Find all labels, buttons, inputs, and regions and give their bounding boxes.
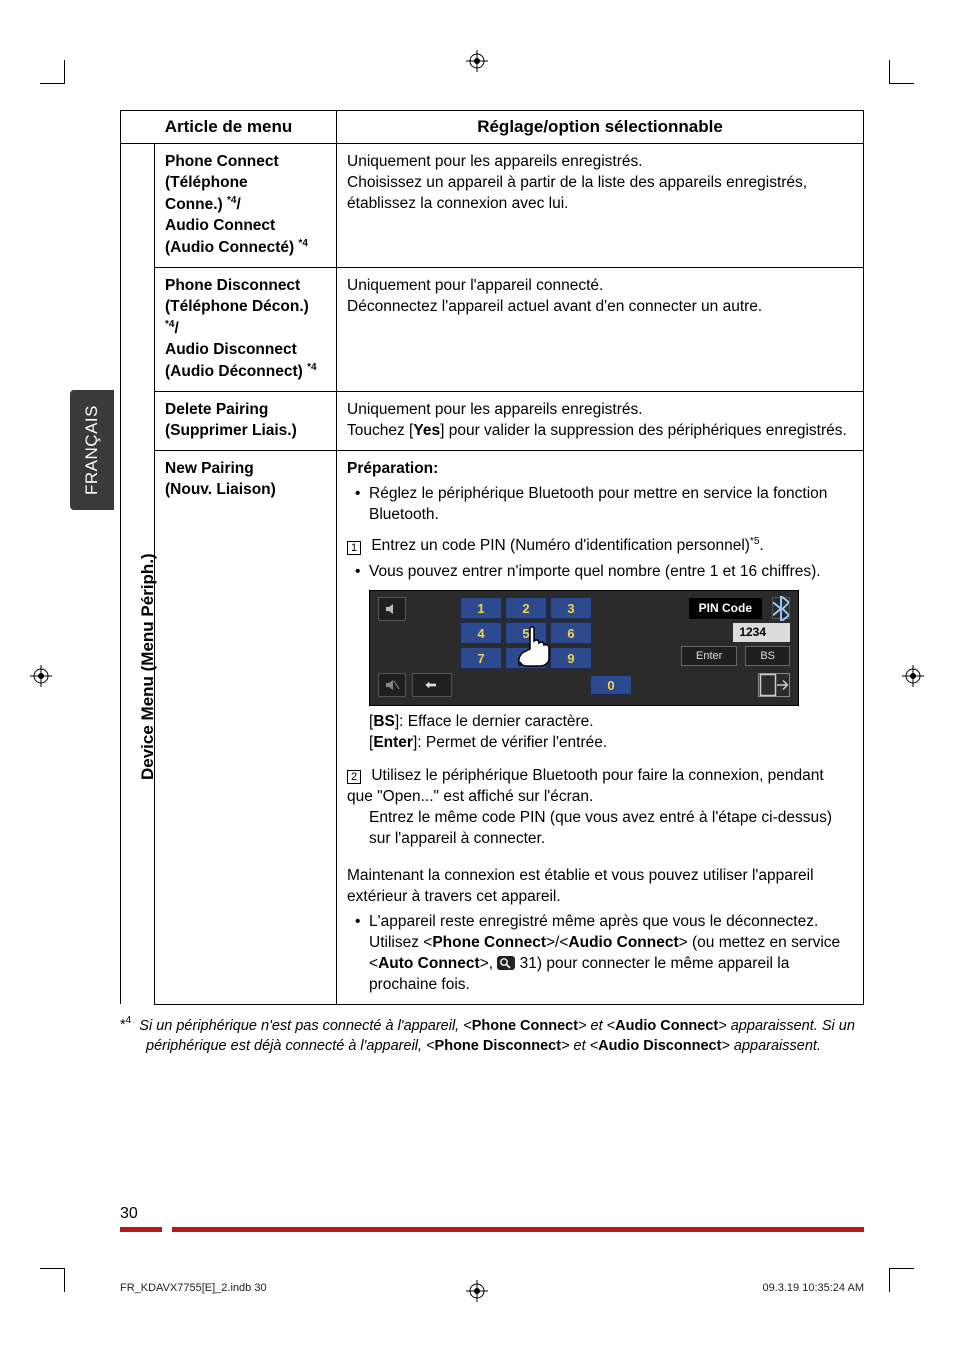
keypad[interactable]: 1 2 3 4 5 6 7 8 9: [460, 597, 592, 669]
print-timestamp: 09.3.19 10:35:24 AM: [762, 1282, 864, 1294]
language-tab: FRANÇAIS: [70, 390, 114, 510]
key-6[interactable]: 6: [550, 622, 592, 644]
row4-label: New Pairing (Nouv. Liaison): [155, 450, 337, 1004]
row1-desc: Uniquement pour les appareils enregistré…: [337, 144, 864, 268]
row3-label: Delete Pairing (Supprimer Liais.): [155, 391, 337, 450]
row3-desc: Uniquement pour les appareils enregistré…: [337, 391, 864, 450]
section-vertical-label: Device Menu (Menu Périph.): [138, 553, 158, 780]
key-9[interactable]: 9: [550, 647, 592, 669]
key-1[interactable]: 1: [460, 597, 502, 619]
header-left: Article de menu: [121, 111, 337, 144]
settings-table: Article de menu Réglage/option sélection…: [120, 110, 864, 1005]
back-icon[interactable]: [412, 673, 452, 697]
key-8[interactable]: 8: [505, 647, 547, 669]
speaker-icon[interactable]: [378, 597, 406, 621]
row2-label: Phone Disconnect (Téléphone Décon.) *4/ …: [155, 267, 337, 391]
key-2[interactable]: 2: [505, 597, 547, 619]
step-2-marker: 2: [347, 770, 361, 784]
key-7[interactable]: 7: [460, 647, 502, 669]
key-5[interactable]: 5: [505, 622, 547, 644]
bluetooth-icon: [772, 597, 790, 619]
key-3[interactable]: 3: [550, 597, 592, 619]
key-4[interactable]: 4: [460, 622, 502, 644]
magnifier-icon: [497, 956, 515, 970]
pin-value: 1234: [733, 623, 790, 641]
mute-icon[interactable]: [378, 673, 406, 697]
print-footer: FR_KDAVX7755[E]_2.indb 30 09.3.19 10:35:…: [120, 1282, 864, 1294]
pin-entry-panel: 1 2 3 4 5 6 7 8 9 PIN Code: [369, 590, 799, 706]
footnote: *4 Si un périphérique n'est pas connecté…: [120, 1015, 864, 1056]
bs-button[interactable]: BS: [745, 646, 790, 667]
key-0[interactable]: 0: [590, 675, 632, 695]
row1-label: Phone Connect (Téléphone Conne.) *4/ Aud…: [155, 144, 337, 268]
enter-button[interactable]: Enter: [681, 646, 737, 667]
step-1-marker: 1: [347, 541, 361, 555]
exit-icon[interactable]: [758, 673, 790, 697]
header-right: Réglage/option sélectionnable: [337, 111, 864, 144]
language-tab-label: FRANÇAIS: [82, 405, 102, 495]
row2-desc: Uniquement pour l'appareil connecté. Déc…: [337, 267, 864, 391]
row4-desc: Préparation: Réglez le périphérique Blue…: [337, 450, 864, 1004]
page-number: 30: [120, 1205, 864, 1223]
footer-rule: [120, 1227, 864, 1232]
page-footer: 30: [120, 1205, 864, 1232]
pin-code-label: PIN Code: [689, 598, 762, 618]
print-file: FR_KDAVX7755[E]_2.indb 30: [120, 1282, 267, 1294]
